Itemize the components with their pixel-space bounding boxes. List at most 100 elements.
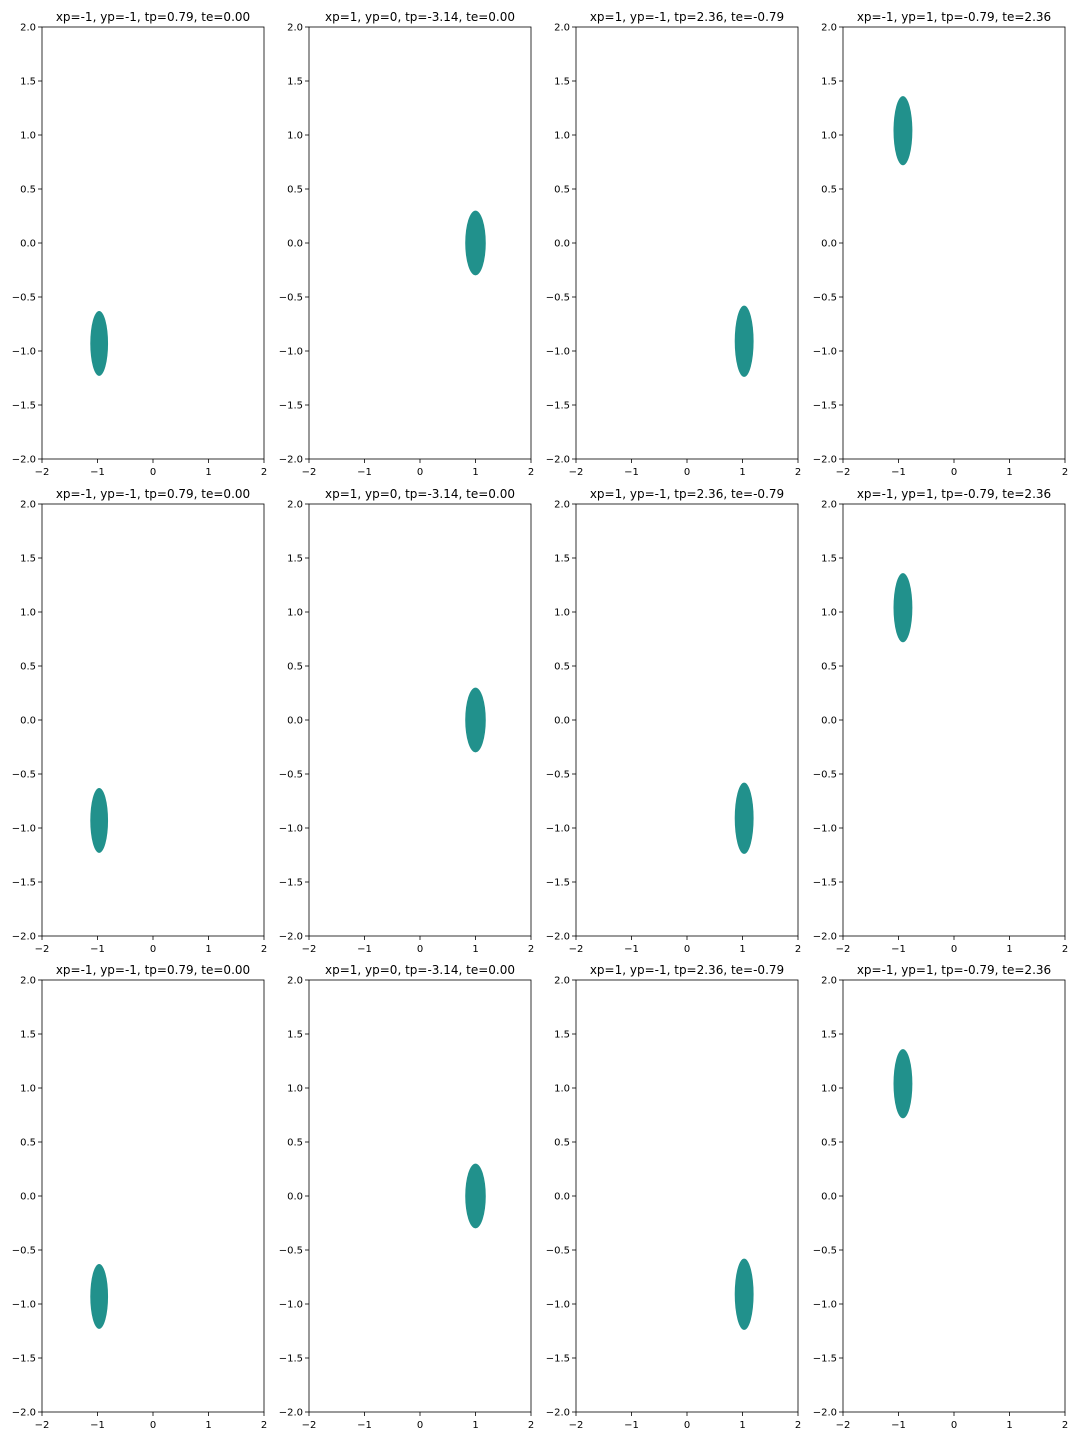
x-tick-label: 0: [150, 1420, 156, 1431]
axes-frame: [842, 503, 1066, 937]
subplot-10: −2 −1 0 1 2 −2.0 −1.5 −1.0 −0.5 0.0 0.5 1.0 1.5 2.0 xp…: [279, 963, 534, 1431]
y-tick-label: 1.0: [554, 131, 570, 142]
y-tick-label: 0.5: [554, 662, 570, 673]
x-tick-label: 2: [261, 1420, 267, 1431]
subplot-8: −2 −1 0 1 2 −2.0 −1.5 −1.0 −0.5 0.0 0.5 1.0 1.5 2.0 xp…: [813, 487, 1068, 955]
x-tick-label: −2: [35, 944, 50, 955]
y-tick-label: 1.5: [821, 554, 837, 565]
x-tick-label: 0: [951, 1420, 957, 1431]
subplot-12: −2 −1 0 1 2 −2.0 −1.5 −1.0 −0.5 0.0 0.5 1.0 1.5 2.0 xp…: [813, 963, 1068, 1431]
x-tick-label: 1: [205, 944, 211, 955]
y-tick-label: −1.0: [12, 347, 36, 358]
y-tick-label: 1.5: [554, 1030, 570, 1041]
y-tick-label: 0.0: [20, 239, 36, 250]
x-tick-label: 1: [739, 1420, 745, 1431]
y-tick-label: −0.5: [12, 293, 36, 304]
y-tick-label: 0.5: [554, 1138, 570, 1149]
y-tick-label: 1.0: [20, 608, 36, 619]
y-tick-label: 0.0: [554, 1192, 570, 1203]
y-tick-label: −1.5: [813, 401, 837, 412]
y-tick-label: 0.0: [20, 1192, 36, 1203]
y-tick-label: 2.0: [20, 976, 36, 987]
y-tick-label: −2.0: [813, 455, 837, 466]
x-tick-label: −2: [836, 467, 851, 478]
y-tick-label: 1.5: [20, 77, 36, 88]
subplot-6: −2 −1 0 1 2 −2.0 −1.5 −1.0 −0.5 0.0 0.5 1.0 1.5 2.0 xp…: [279, 487, 534, 955]
y-tick-label: −2.0: [813, 1408, 837, 1419]
x-tick-label: −1: [90, 944, 105, 955]
x-tick-label: 2: [528, 1420, 534, 1431]
y-tick-label: 1.5: [821, 1030, 837, 1041]
y-tick-label: −1.5: [546, 1354, 570, 1365]
x-tick-label: −1: [891, 944, 906, 955]
y-tick-label: −2.0: [279, 932, 303, 943]
x-tick-label: 0: [417, 467, 423, 478]
subplot-title: xp=-1, yp=1, tp=-0.79, te=2.36: [857, 10, 1051, 24]
x-tick-label: 1: [472, 944, 478, 955]
y-tick-label: −1.5: [12, 401, 36, 412]
y-tick-label: 1.5: [821, 77, 837, 88]
y-tick-label: 2.0: [20, 500, 36, 511]
subplot-title: xp=-1, yp=-1, tp=0.79, te=0.00: [56, 10, 250, 24]
y-tick-label: 0.0: [287, 716, 303, 727]
x-tick-label: 1: [472, 1420, 478, 1431]
subplot-title: xp=1, yp=-1, tp=2.36, te=-0.79: [590, 487, 784, 501]
y-tick-label: 2.0: [554, 976, 570, 987]
y-tick-label: 1.5: [20, 1030, 36, 1041]
y-tick-label: −1.5: [813, 1354, 837, 1365]
y-tick-label: −0.5: [279, 293, 303, 304]
x-tick-label: −1: [624, 1420, 639, 1431]
subplot-title: xp=1, yp=0, tp=-3.14, te=0.00: [325, 487, 515, 501]
y-tick-label: −1.0: [813, 824, 837, 835]
y-tick-label: −1.0: [546, 1300, 570, 1311]
filled-region: [90, 311, 109, 376]
x-tick-label: −2: [569, 944, 584, 955]
subplot-title: xp=1, yp=0, tp=-3.14, te=0.00: [325, 10, 515, 24]
y-tick-label: 0.0: [287, 239, 303, 250]
x-tick-label: 2: [1062, 944, 1068, 955]
axes-frame: [41, 979, 265, 1413]
filled-region: [893, 573, 913, 643]
filled-region: [90, 1264, 109, 1329]
filled-region: [734, 782, 754, 854]
x-tick-label: −2: [302, 1420, 317, 1431]
x-tick-label: 0: [684, 944, 690, 955]
x-tick-label: 0: [150, 944, 156, 955]
subplot-7: −2 −1 0 1 2 −2.0 −1.5 −1.0 −0.5 0.0 0.5 1.0 1.5 2.0 xp…: [546, 487, 801, 955]
x-tick-label: −2: [836, 1420, 851, 1431]
y-tick-label: 1.0: [287, 608, 303, 619]
filled-region: [893, 1049, 913, 1119]
y-tick-label: −0.5: [546, 293, 570, 304]
y-tick-label: −0.5: [279, 1246, 303, 1257]
y-tick-label: 0.5: [287, 1138, 303, 1149]
y-tick-label: 1.0: [20, 131, 36, 142]
filled-region: [465, 210, 486, 276]
y-tick-label: −2.0: [546, 1408, 570, 1419]
y-tick-label: −1.0: [279, 347, 303, 358]
x-tick-label: 1: [1006, 467, 1012, 478]
y-tick-label: −0.5: [813, 1246, 837, 1257]
filled-region: [465, 1163, 486, 1229]
x-tick-label: 2: [261, 944, 267, 955]
y-tick-label: 1.5: [287, 1030, 303, 1041]
axes-frame: [308, 979, 532, 1413]
y-tick-label: 1.0: [20, 1084, 36, 1095]
y-tick-label: −1.5: [546, 401, 570, 412]
y-tick-label: −2.0: [546, 455, 570, 466]
y-tick-label: −2.0: [12, 455, 36, 466]
y-tick-label: −1.0: [546, 824, 570, 835]
subplot-3: −2 −1 0 1 2 −2.0 −1.5 −1.0 −0.5 0.0 0.5 1.0 1.5 2.0 xp…: [546, 10, 801, 478]
y-tick-label: 2.0: [821, 23, 837, 34]
subplot-title: xp=1, yp=0, tp=-3.14, te=0.00: [325, 963, 515, 977]
subplot-9: −2 −1 0 1 2 −2.0 −1.5 −1.0 −0.5 0.0 0.5 1.0 1.5 2.0 xp…: [12, 963, 267, 1431]
x-tick-label: 1: [739, 467, 745, 478]
x-tick-label: 0: [951, 467, 957, 478]
y-tick-label: −2.0: [12, 1408, 36, 1419]
x-tick-label: −1: [624, 467, 639, 478]
y-tick-label: −1.5: [813, 878, 837, 889]
y-tick-label: 1.0: [554, 608, 570, 619]
y-tick-label: −1.5: [279, 1354, 303, 1365]
x-tick-label: 2: [261, 467, 267, 478]
y-tick-label: 2.0: [554, 23, 570, 34]
